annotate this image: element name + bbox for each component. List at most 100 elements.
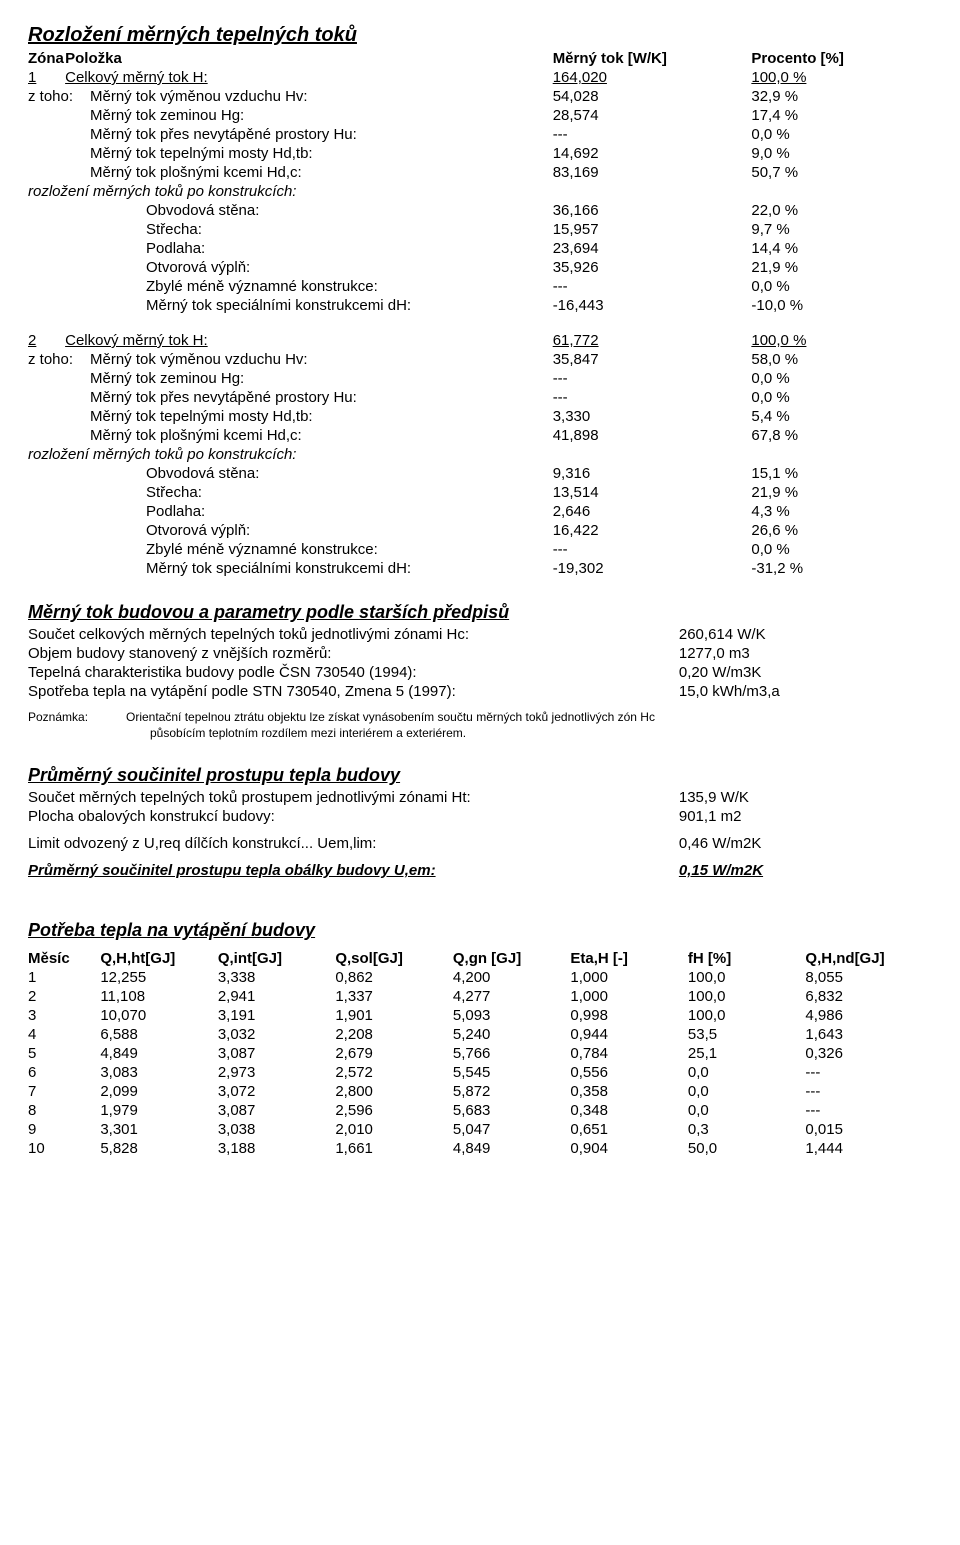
heat-col: Q,gn [GJ] (453, 949, 571, 968)
heat-cell: 25,1 (688, 1044, 806, 1063)
heat-cell: 2,208 (335, 1025, 453, 1044)
heat-cell: 7 (28, 1082, 100, 1101)
zone-row2-val: -19,302 (553, 559, 752, 578)
zone-row2: Podlaha: (28, 239, 553, 258)
zone-id: 1 (28, 68, 65, 87)
heat-cell: 5,683 (453, 1101, 571, 1120)
heat-cell: 1,901 (335, 1006, 453, 1025)
zone-row2-val: 15,957 (553, 220, 752, 239)
zone-row2-pct: 0,0 % (751, 277, 932, 296)
zone-row2: Měrný tok speciálními konstrukcemi dH: (28, 559, 553, 578)
heat-cell: 2,800 (335, 1082, 453, 1101)
zone-row2-val: 16,422 (553, 521, 752, 540)
section4-table: MěsícQ,H,ht[GJ]Q,int[GJ]Q,sol[GJ]Q,gn [G… (28, 949, 932, 1158)
heat-cell: 3,038 (218, 1120, 336, 1139)
heat-cell: 0,0 (688, 1101, 806, 1120)
zone-row2-val: -16,443 (553, 296, 752, 315)
sec2-label: Spotřeba tepla na vytápění podle STN 730… (28, 682, 679, 701)
section1-table: Zóna Položka Měrný tok [W/K] Procento [%… (28, 49, 932, 578)
heat-cell: 100,0 (688, 987, 806, 1006)
heat-cell: 0,326 (805, 1044, 932, 1063)
zone-row1-pct: 0,0 % (751, 388, 932, 407)
zone-row2: Otvorová výplň: (28, 258, 553, 277)
section3-table: Součet měrných tepelných toků prostupem … (28, 788, 932, 826)
section3-result: Průměrný součinitel prostupu tepla obálk… (28, 861, 932, 880)
limit-label: Limit odvozený z U,req dílčích konstrukc… (28, 834, 679, 853)
zone-total-label: Celkový měrný tok H: (65, 331, 553, 350)
zone-row1: Měrný tok zeminou Hg: (28, 106, 553, 125)
zone-row1-val: 28,574 (553, 106, 752, 125)
heat-cell: 4 (28, 1025, 100, 1044)
heat-cell: 3,087 (218, 1044, 336, 1063)
heat-col: Q,H,nd[GJ] (805, 949, 932, 968)
heat-cell: 5,828 (100, 1139, 218, 1158)
section3-limit: Limit odvozený z U,req dílčích konstrukc… (28, 834, 932, 853)
zone-row1-val: 14,692 (553, 144, 752, 163)
zone-row1-pct: 17,4 % (751, 106, 932, 125)
hdr-pct: Procento [%] (751, 49, 932, 68)
heat-cell: 2,596 (335, 1101, 453, 1120)
zone-row2-pct: 26,6 % (751, 521, 932, 540)
heat-cell: 0,784 (570, 1044, 688, 1063)
heat-col: Q,H,ht[GJ] (100, 949, 218, 968)
sec2-label: Tepelná charakteristika budovy podle ČSN… (28, 663, 679, 682)
heat-cell: 0,3 (688, 1120, 806, 1139)
zone-row1-val: --- (553, 125, 752, 144)
heat-cell: 0,348 (570, 1101, 688, 1120)
zone-row2: Zbylé méně významné konstrukce: (28, 277, 553, 296)
heat-cell: 1,444 (805, 1139, 932, 1158)
zone-row1-val: --- (553, 369, 752, 388)
zone-row1-pct: 5,4 % (751, 407, 932, 426)
heat-cell: 4,277 (453, 987, 571, 1006)
heat-cell: 5 (28, 1044, 100, 1063)
zone-total-label: Celkový měrný tok H: (65, 68, 553, 87)
heat-col: Q,int[GJ] (218, 949, 336, 968)
zone-row2: Střecha: (28, 220, 553, 239)
heat-cell: 0,015 (805, 1120, 932, 1139)
result-val: 0,15 W/m2K (679, 861, 932, 880)
zone-row1: z toho:Měrný tok výměnou vzduchu Hv: (28, 350, 553, 369)
zone-row1: Měrný tok plošnými kcemi Hd,c: (28, 426, 553, 445)
heat-cell: 0,998 (570, 1006, 688, 1025)
zone-row2-pct: 4,3 % (751, 502, 932, 521)
heat-cell: 2,572 (335, 1063, 453, 1082)
sec2-label: Objem budovy stanovený z vnějších rozměr… (28, 644, 679, 663)
heat-cell: 3,072 (218, 1082, 336, 1101)
heat-cell: 3,188 (218, 1139, 336, 1158)
zone-row2-pct: 14,4 % (751, 239, 932, 258)
heat-cell: 3,338 (218, 968, 336, 987)
zone-row2: Střecha: (28, 483, 553, 502)
heat-cell: 4,849 (100, 1044, 218, 1063)
zone-row1-pct: 58,0 % (751, 350, 932, 369)
zone-row1-val: --- (553, 388, 752, 407)
sec2-val: 1277,0 m3 (679, 644, 932, 663)
hdr-tok: Měrný tok [W/K] (553, 49, 752, 68)
heat-cell: 1,979 (100, 1101, 218, 1120)
zone-row2: Zbylé méně významné konstrukce: (28, 540, 553, 559)
heat-cell: 0,862 (335, 968, 453, 987)
zone-total-val: 61,772 (553, 331, 752, 350)
zone-row2-pct: 9,7 % (751, 220, 932, 239)
zone-row2-pct: -10,0 % (751, 296, 932, 315)
zone-row2-val: 9,316 (553, 464, 752, 483)
heat-cell: 0,944 (570, 1025, 688, 1044)
heat-cell: 2,941 (218, 987, 336, 1006)
zone-row2-pct: 21,9 % (751, 258, 932, 277)
zone-row1-pct: 0,0 % (751, 125, 932, 144)
zone-row1-val: 35,847 (553, 350, 752, 369)
zone-row1-pct: 50,7 % (751, 163, 932, 182)
heat-cell: 2,010 (335, 1120, 453, 1139)
heat-cell: 0,0 (688, 1082, 806, 1101)
sec2-val: 15,0 kWh/m3,a (679, 682, 932, 701)
heat-cell: 5,766 (453, 1044, 571, 1063)
heat-cell: 12,255 (100, 968, 218, 987)
sec3-val: 901,1 m2 (679, 807, 932, 826)
zone-row2-val: --- (553, 540, 752, 559)
section4-title: Potřeba tepla na vytápění budovy (28, 920, 932, 941)
heat-cell: 5,545 (453, 1063, 571, 1082)
heat-cell: 10 (28, 1139, 100, 1158)
heat-cell: 5,872 (453, 1082, 571, 1101)
limit-val: 0,46 W/m2K (679, 834, 932, 853)
zone-row2: Měrný tok speciálními konstrukcemi dH: (28, 296, 553, 315)
zone-row2: Podlaha: (28, 502, 553, 521)
